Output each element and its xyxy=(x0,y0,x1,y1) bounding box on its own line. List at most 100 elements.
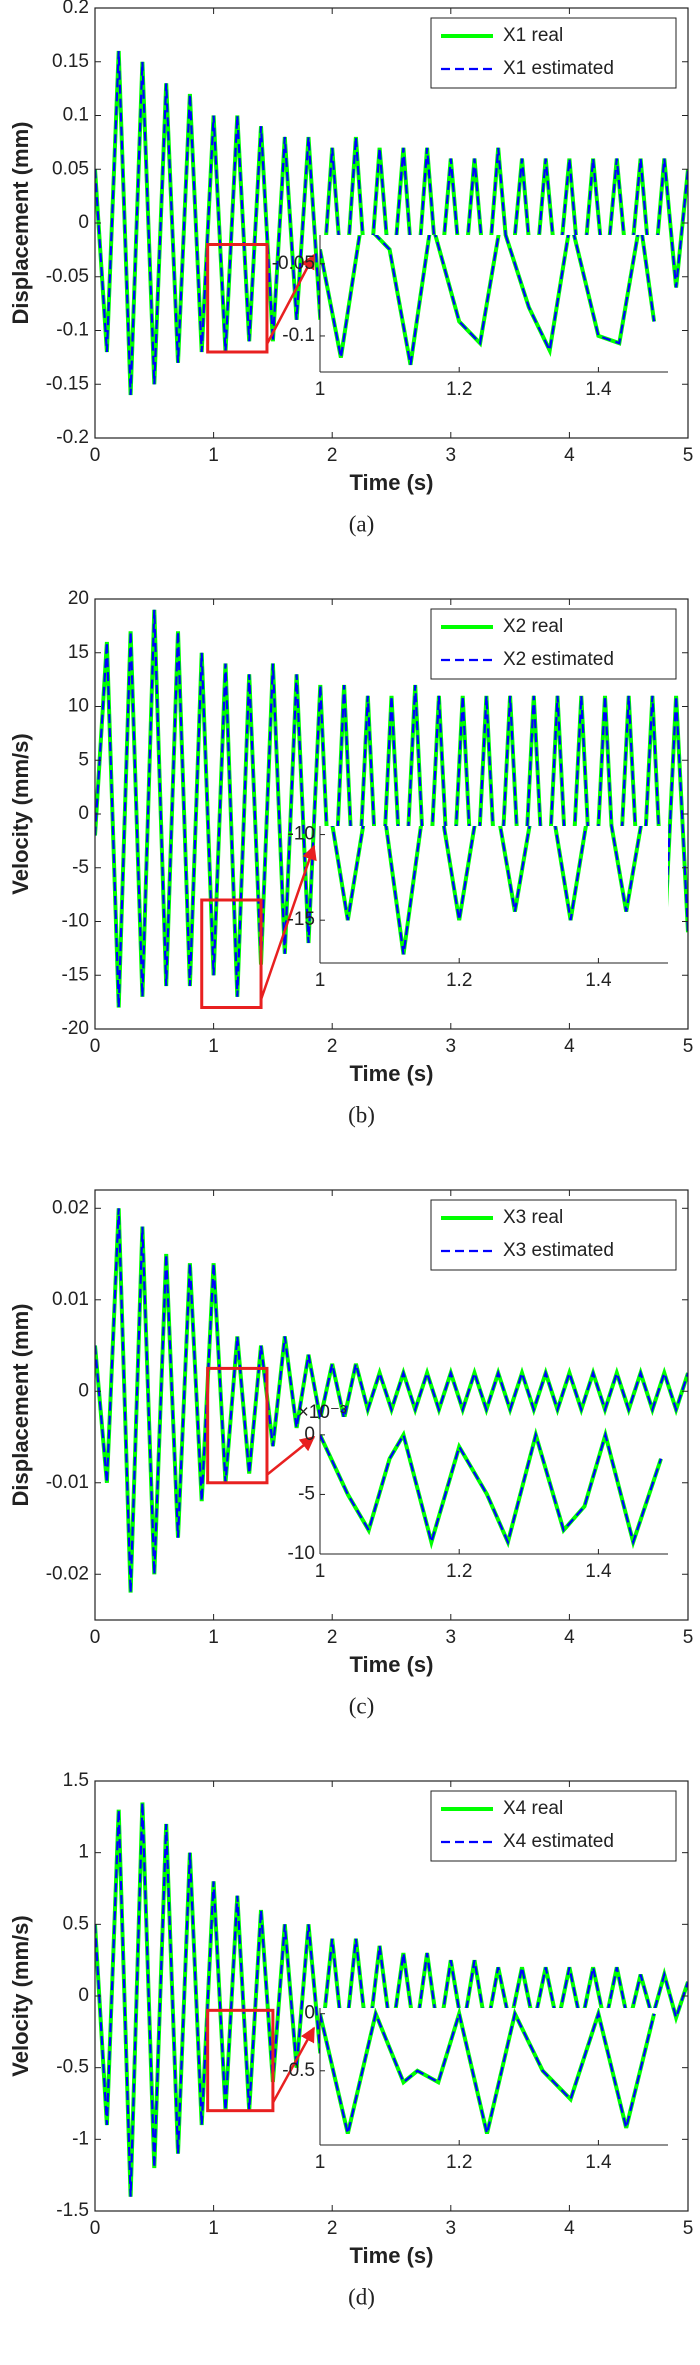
x-tick-label: 1 xyxy=(208,1036,219,1057)
x-axis-label: Time (s) xyxy=(350,470,434,495)
x-axis-label: Time (s) xyxy=(350,1652,434,1677)
axes-box xyxy=(94,7,689,439)
inset-y-tick-label: -0.5 xyxy=(282,2060,315,2081)
y-tick-label: -0.15 xyxy=(46,373,89,394)
inset-plot-area xyxy=(320,235,657,366)
x-tick-label: 4 xyxy=(564,1036,575,1057)
y-tick-label: 0.2 xyxy=(63,0,89,18)
y-tick-label: 1 xyxy=(78,1842,89,1863)
y-tick-label: -0.05 xyxy=(46,266,89,287)
x-tick-label: 0 xyxy=(90,1036,101,1057)
legend-label: X3 estimated xyxy=(503,1240,614,1261)
y-tick-label: -20 xyxy=(62,1018,89,1039)
inset-y-tick-label: -10 xyxy=(288,1543,315,1564)
inset-x-tick-label: 1 xyxy=(315,2152,326,2173)
y-axis-label: Displacement (mm) xyxy=(8,122,33,325)
y-tick-label: -0.1 xyxy=(56,320,89,341)
x-tick-label: 2 xyxy=(327,1627,338,1648)
inset-background xyxy=(320,1417,668,1554)
x-tick-label: 2 xyxy=(327,1036,338,1057)
x-tick-label: 0 xyxy=(90,2218,101,2239)
inset-plot-area xyxy=(320,1427,663,1550)
x-tick-label: 1 xyxy=(208,445,219,466)
series-line xyxy=(95,1208,688,1593)
inset-x-tick-label: 1.4 xyxy=(585,1561,612,1582)
y-tick-label: 0.05 xyxy=(52,158,89,179)
inset-plot-area xyxy=(320,2008,657,2135)
legend-box xyxy=(430,1199,677,1271)
x-tick-label: 5 xyxy=(683,1627,694,1648)
y-tick-label: 1.5 xyxy=(63,1770,89,1791)
y-tick-label: 0 xyxy=(78,212,89,233)
inset-x-tick-label: 1.2 xyxy=(446,379,472,400)
inset-x-tick-label: 1.2 xyxy=(446,2152,472,2173)
legend-label: X3 real xyxy=(503,1207,563,1228)
zoom-arrow xyxy=(265,253,316,345)
inset-y-tick-label: -5 xyxy=(298,1483,315,1504)
x-tick-label: 3 xyxy=(446,2218,457,2239)
axes-box xyxy=(94,598,689,1030)
inset-y-tick-label: -15 xyxy=(288,909,315,930)
x-tick-label: 4 xyxy=(564,2218,575,2239)
inset-x-tick-label: 1.2 xyxy=(446,1561,472,1582)
axes-box xyxy=(94,1189,689,1621)
inset-line xyxy=(320,235,656,365)
y-tick-label: -0.02 xyxy=(46,1563,89,1584)
inset-y-tick-label: 0 xyxy=(304,1424,315,1445)
inset-y-tick-label: 0 xyxy=(304,2003,315,2024)
x-tick-label: 5 xyxy=(683,1036,694,1057)
inset-y-tick-label: -0.1 xyxy=(282,325,315,346)
x-tick-label: 2 xyxy=(327,445,338,466)
y-axis-label: Velocity (mm/s) xyxy=(8,733,33,894)
y-tick-label: -10 xyxy=(62,911,89,932)
caption: (d) xyxy=(348,2284,375,2309)
inset-x-tick-label: 1.4 xyxy=(585,379,612,400)
x-tick-label: 1 xyxy=(208,2218,219,2239)
inset-y-tick-label: -0.05 xyxy=(272,253,315,274)
y-tick-label: 0.5 xyxy=(63,1913,89,1934)
y-tick-label: 10 xyxy=(68,696,89,717)
inset-x-tick-label: 1 xyxy=(315,379,326,400)
zoom-box xyxy=(206,1366,269,1485)
x-tick-label: 2 xyxy=(327,2218,338,2239)
x-tick-label: 1 xyxy=(208,1627,219,1648)
y-tick-label: 0.1 xyxy=(63,105,89,126)
inset-line xyxy=(320,2009,656,2134)
caption: (a) xyxy=(349,511,375,536)
x-tick-label: 4 xyxy=(564,1627,575,1648)
legend-label: X2 real xyxy=(503,616,563,637)
legend-label: X1 real xyxy=(503,25,563,46)
inset-background xyxy=(320,826,668,963)
x-axis-label: Time (s) xyxy=(350,2243,434,2268)
y-tick-label: 0.02 xyxy=(52,1197,89,1218)
y-tick-label: 0 xyxy=(78,1985,89,2006)
y-tick-label: 0 xyxy=(78,1380,89,1401)
y-tick-label: 0.15 xyxy=(52,51,89,72)
caption: (b) xyxy=(348,1102,375,1127)
legend-box xyxy=(430,17,677,89)
y-tick-label: -0.5 xyxy=(56,2057,89,2078)
x-tick-label: 3 xyxy=(446,445,457,466)
legend-label: X4 estimated xyxy=(503,1831,614,1852)
legend-label: X1 estimated xyxy=(503,58,614,79)
y-tick-label: -15 xyxy=(62,964,89,985)
legend-label: X4 real xyxy=(503,1798,563,1819)
x-tick-label: 0 xyxy=(90,445,101,466)
zoom-arrow xyxy=(259,844,317,1000)
x-tick-label: 0 xyxy=(90,1627,101,1648)
plot-area xyxy=(95,1208,688,1593)
x-axis-label: Time (s) xyxy=(350,1061,434,1086)
y-axis-label: Displacement (mm) xyxy=(8,1304,33,1507)
inset-background xyxy=(320,2008,668,2145)
zoom-arrow xyxy=(266,1436,316,1476)
x-tick-label: 5 xyxy=(683,2218,694,2239)
series-line xyxy=(95,1802,688,2197)
legend-box xyxy=(430,1790,677,1862)
zoom-box xyxy=(200,898,263,1009)
y-tick-label: -1.5 xyxy=(56,2200,89,2221)
x-tick-label: 3 xyxy=(446,1627,457,1648)
x-tick-label: 3 xyxy=(446,1036,457,1057)
y-tick-label: 20 xyxy=(68,588,89,609)
